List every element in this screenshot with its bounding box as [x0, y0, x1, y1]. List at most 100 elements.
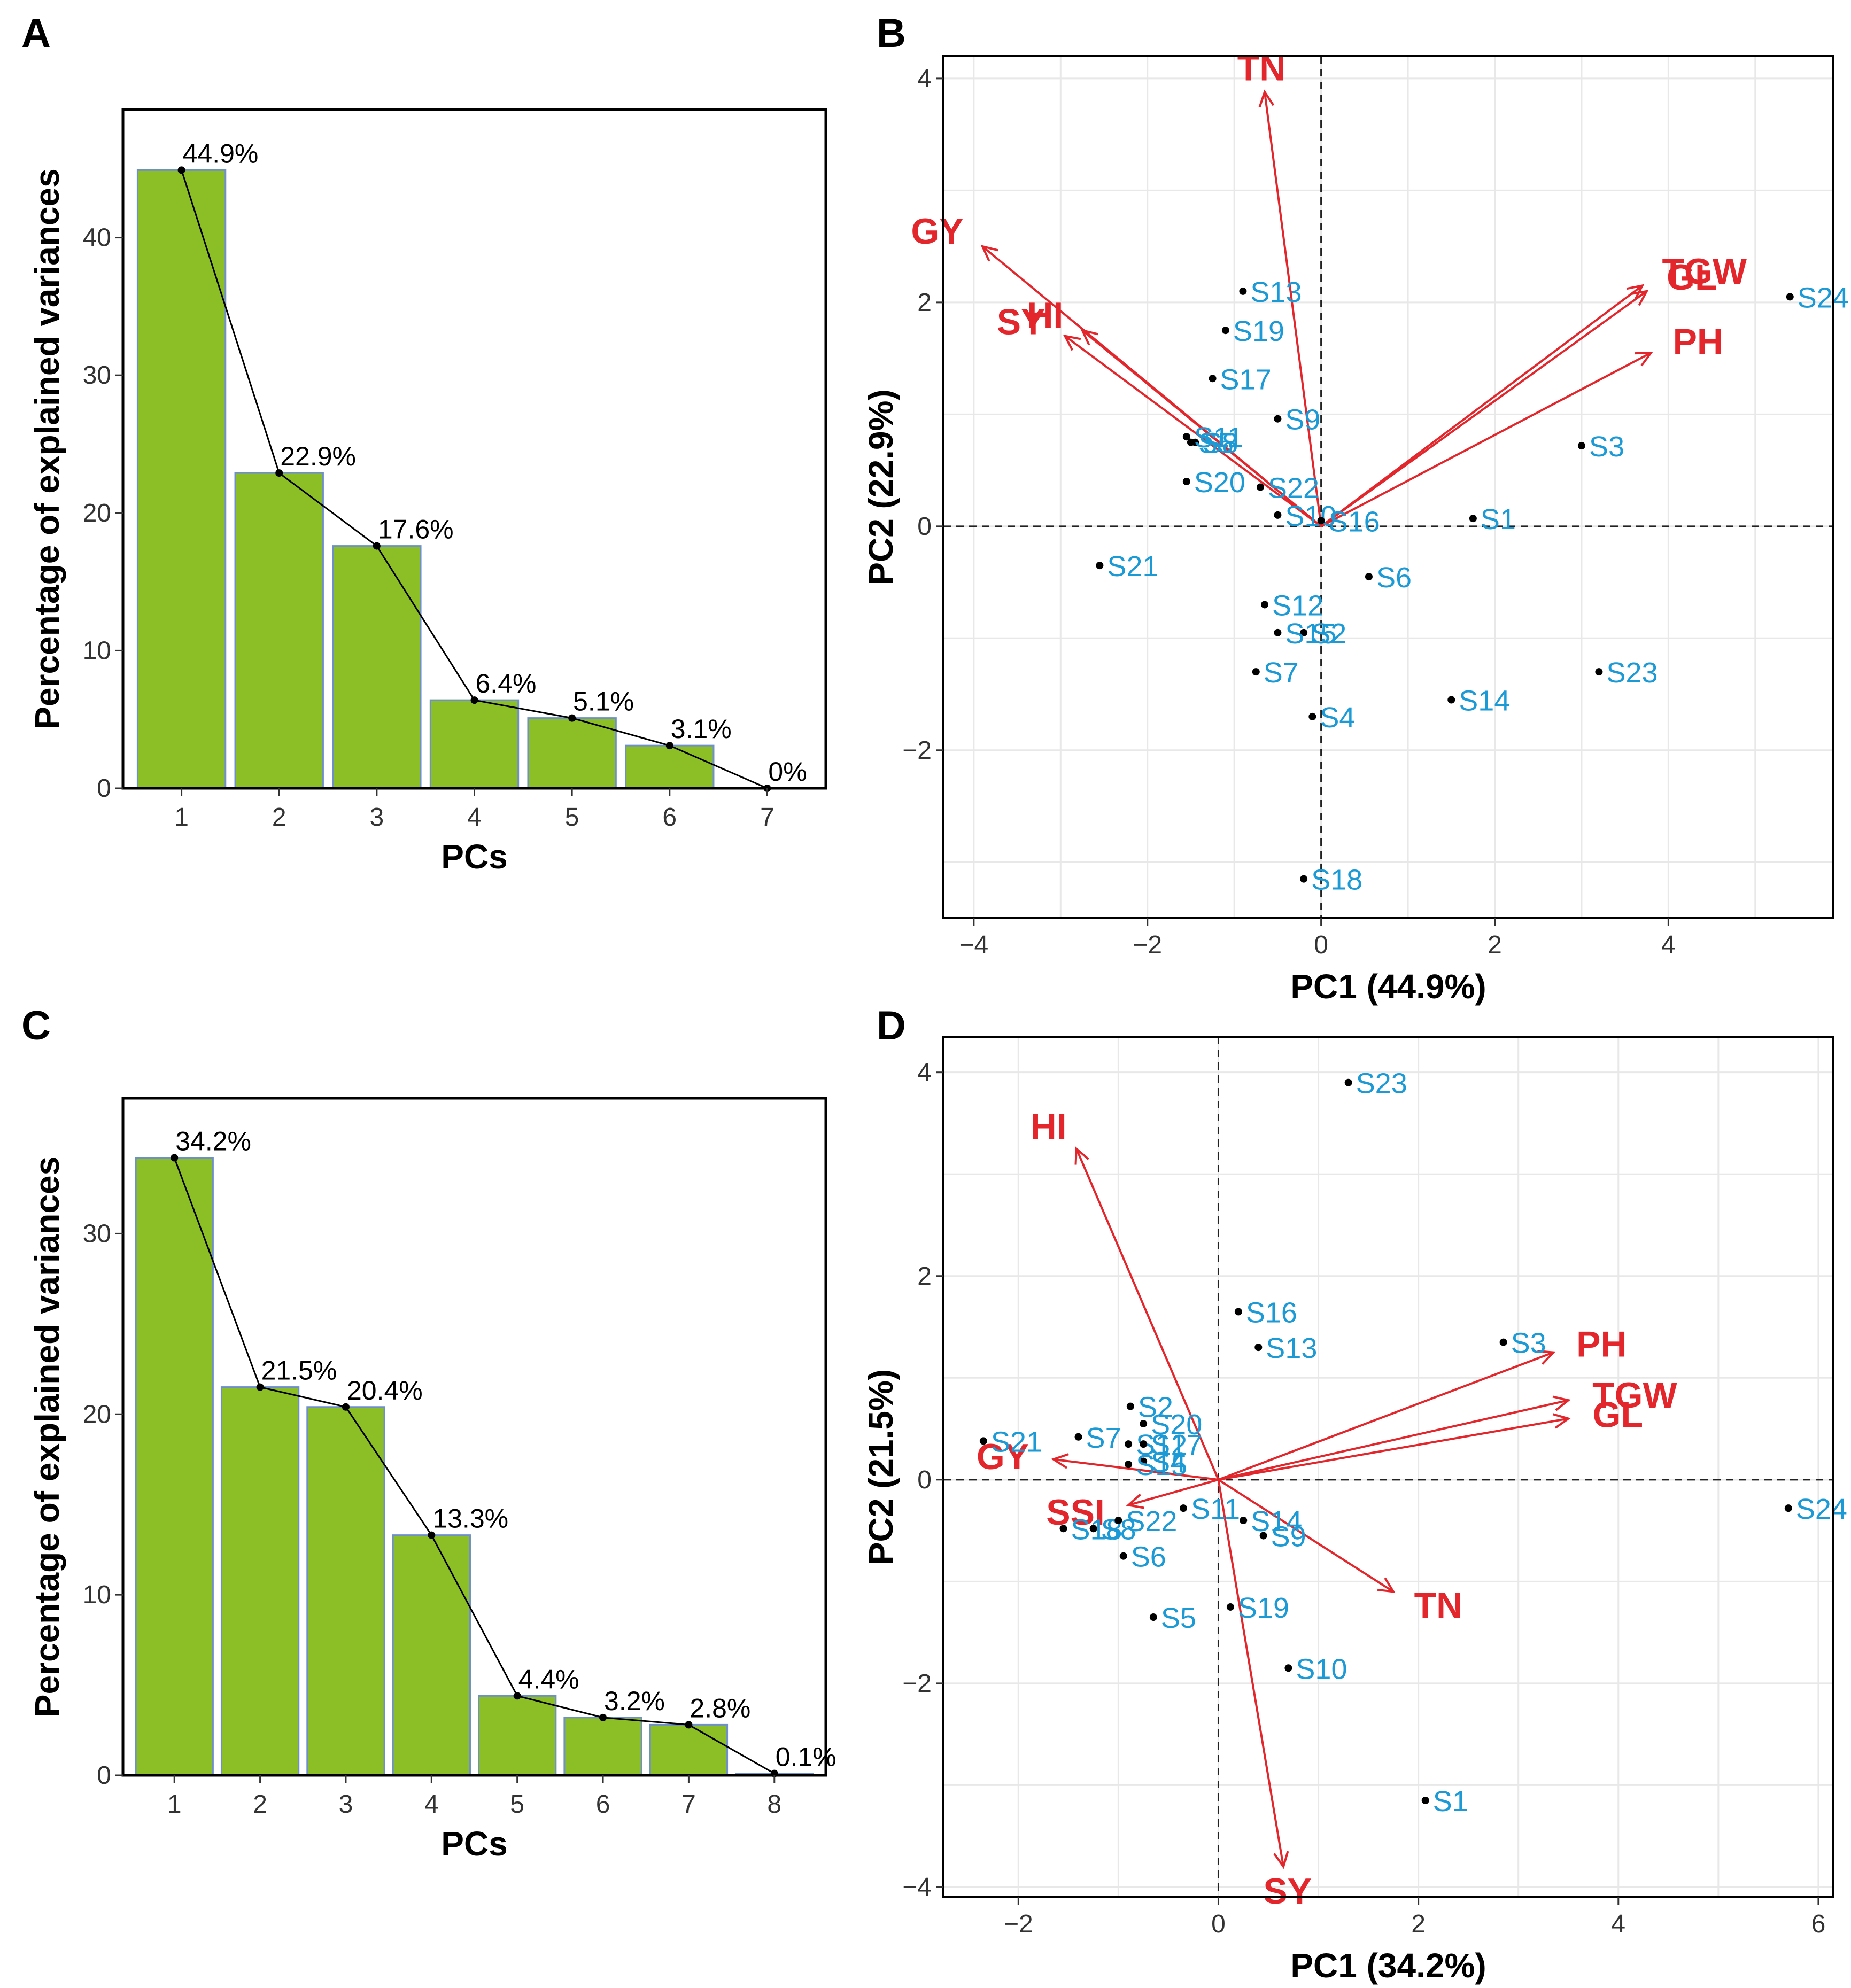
vector-arrowhead [1273, 1851, 1289, 1869]
x-tick-label: 6 [1811, 1910, 1826, 1938]
vector-label: TN [1414, 1585, 1463, 1626]
vector-arrowhead [1063, 334, 1081, 351]
sample-label: S11 [1191, 1493, 1240, 1525]
vector-arrowhead [1630, 290, 1649, 306]
sample-point [1140, 1457, 1148, 1465]
bar-value-label: 34.2% [175, 1126, 251, 1156]
x-tick-label: 2 [253, 1790, 267, 1819]
y-tick-label: −4 [902, 1873, 932, 1901]
sample-label: S19 [1233, 315, 1284, 347]
sample-point [1234, 1308, 1242, 1316]
sample-label: S4 [1320, 702, 1355, 734]
sample-point [1254, 1344, 1263, 1352]
bar-value-label: 5.1% [573, 687, 634, 717]
x-tick-label: 4 [467, 803, 482, 832]
sample-label: S5 [1198, 428, 1234, 460]
vector-arrowhead [1074, 1146, 1089, 1165]
loading-vector [1320, 284, 1643, 527]
sample-label: S8 [1203, 428, 1238, 460]
trend-point [171, 1154, 179, 1162]
loading-vector [1053, 1458, 1219, 1481]
sample-label: S7 [1264, 657, 1299, 689]
sample-label: S13 [1250, 276, 1302, 308]
panel-letter: A [21, 11, 51, 56]
sample-point [1226, 1603, 1234, 1611]
bar-value-label: 44.9% [183, 138, 259, 168]
y-tick-label: 10 [83, 636, 111, 665]
vector-arrowhead [1126, 1494, 1144, 1509]
y-tick-label: 2 [917, 289, 932, 317]
panel-letter: B [877, 11, 906, 56]
sample-label: S13 [1266, 1332, 1317, 1364]
sample-label: S3 [1589, 431, 1624, 463]
plot-frame [942, 55, 1834, 919]
bar [392, 1534, 471, 1776]
sample-point [1344, 1078, 1352, 1086]
x-axis-title: PC1 (34.2%) [1290, 1946, 1486, 1985]
sample-point [1261, 601, 1269, 609]
loading-vector [1064, 335, 1322, 527]
x-tick-label: 3 [339, 1790, 353, 1819]
loading-vector [1264, 91, 1322, 527]
vector-arrowhead [1537, 1350, 1556, 1365]
sample-point [1365, 573, 1373, 581]
vector-label: HI [1031, 1106, 1067, 1147]
sample-label: S12 [1272, 589, 1323, 622]
loading-vector [1320, 290, 1647, 527]
sample-point [1784, 1504, 1792, 1512]
sample-point [1256, 483, 1264, 491]
sample-label: S1 [1481, 503, 1516, 535]
sample-point [1140, 1420, 1148, 1428]
x-tick-label: 5 [510, 1790, 524, 1819]
bar-value-label: 13.3% [432, 1504, 508, 1534]
y-tick-label: −2 [902, 736, 932, 765]
sample-label: S2 [1138, 1392, 1173, 1424]
sample-point [1786, 293, 1794, 301]
vector-label: PH [1673, 322, 1723, 362]
vector-label: SY [1263, 1871, 1312, 1912]
bar [220, 1386, 300, 1776]
sample-label: S20 [1194, 467, 1245, 499]
x-tick-label: 1 [167, 1790, 182, 1819]
sample-label: S9 [1271, 1521, 1306, 1553]
loading-vector [1218, 1351, 1554, 1481]
sample-point [1239, 287, 1247, 295]
x-axis-title: PCs [441, 837, 508, 876]
sample-point [1114, 1517, 1122, 1525]
x-tick-label: 0 [1211, 1910, 1226, 1938]
trend-line [173, 1157, 775, 1774]
y-tick-label: 30 [83, 1220, 111, 1248]
x-tick-label: 1 [174, 803, 189, 832]
sample-label: S15 [1285, 618, 1336, 650]
sample-point [1595, 668, 1603, 676]
sample-point [1284, 1664, 1292, 1672]
x-tick-label: 2 [1411, 1910, 1426, 1938]
trend-point [275, 469, 283, 477]
sample-point [1300, 628, 1308, 636]
sample-label: S23 [1356, 1068, 1407, 1100]
sample-label: S7 [1086, 1422, 1121, 1454]
vector-label: TN [1237, 48, 1286, 88]
vector-label: TGW [1592, 1375, 1677, 1416]
sample-label: S11 [1194, 422, 1243, 454]
x-tick-label: 0 [1314, 931, 1328, 959]
sample-point [1182, 478, 1190, 486]
y-tick-label: 2 [917, 1262, 932, 1291]
vector-arrowhead [1080, 329, 1098, 346]
trend-point [428, 1531, 436, 1539]
sample-point [1421, 1796, 1429, 1804]
sample-point [1209, 375, 1217, 383]
vector-arrowhead [1377, 1577, 1396, 1593]
plot-frame [121, 108, 827, 790]
bar-value-label: 20.4% [347, 1376, 423, 1405]
sample-point [1191, 438, 1199, 446]
y-tick-label: 20 [83, 499, 111, 527]
sample-point [1577, 441, 1585, 449]
vector-arrowhead [1635, 351, 1653, 367]
trend-point [470, 696, 478, 704]
sample-label: S21 [1107, 550, 1158, 583]
sample-point [1308, 712, 1316, 720]
y-axis-title: PC2 (21.5%) [862, 1369, 900, 1565]
bar-value-label: 0.1% [776, 1742, 837, 1772]
